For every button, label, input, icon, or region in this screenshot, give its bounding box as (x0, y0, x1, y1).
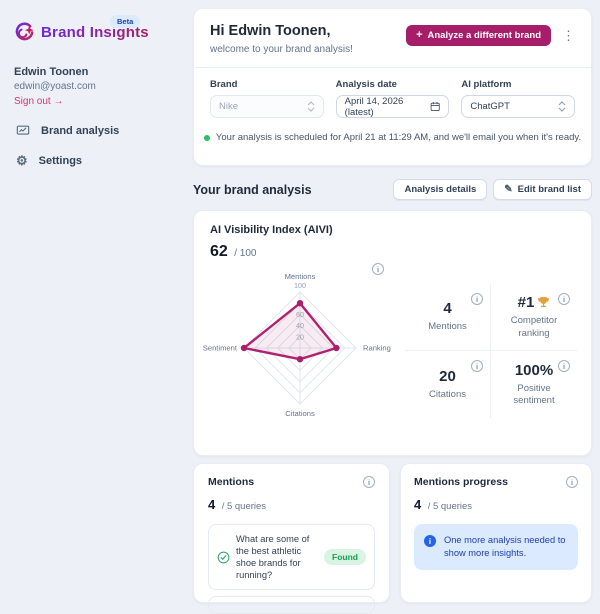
stat-competitor-ranking: i #1 Competitor ranking (491, 284, 577, 351)
date-field-label: Analysis date (335, 79, 397, 90)
aivi-score: 62 / 100 (210, 243, 257, 260)
header-divider (194, 67, 591, 68)
brand-field-label: Brand (210, 79, 238, 90)
schedule-status-text: Your analysis is scheduled for April 21 … (215, 132, 582, 143)
chart-board-icon (16, 125, 30, 135)
header-card: Hi Edwin Toonen, welcome to your brand a… (193, 8, 592, 166)
info-icon[interactable]: i (471, 360, 483, 372)
gear-icon: ⚙ (16, 153, 28, 168)
info-filled-icon: i (424, 535, 436, 547)
brand-select[interactable]: Nike (210, 95, 324, 118)
mentions-count: 4 / 5 queries (208, 497, 267, 512)
analyze-different-brand-button[interactable]: + Analyze a different brand (406, 25, 551, 46)
stat-mentions: i 4 Mentions (405, 284, 491, 351)
analysis-details-button[interactable]: Analysis details (393, 179, 488, 200)
pencil-icon: ✎ (504, 183, 513, 195)
user-name: Edwin Toonen (14, 66, 89, 78)
info-icon[interactable]: i (363, 476, 375, 488)
app-title: Brand Insights (41, 24, 149, 41)
svg-text:Sentiment: Sentiment (203, 344, 238, 353)
edit-brand-list-button[interactable]: ✎ Edit brand list (493, 179, 592, 200)
schedule-status: Your analysis is scheduled for April 21 … (194, 132, 591, 143)
sidebar-item-label: Settings (38, 154, 83, 167)
svg-text:Ranking: Ranking (363, 344, 391, 353)
plus-icon: + (416, 29, 423, 41)
svg-text:40: 40 (296, 321, 304, 330)
page-title: Hi Edwin Toonen, (210, 23, 331, 39)
sidebar-nav: Brand analysis ⚙ Settings (14, 118, 174, 177)
select-stepper-icon (558, 101, 566, 112)
mentions-progress-title: Mentions progress (414, 476, 508, 488)
kebab-menu-icon[interactable]: ⋮ (562, 27, 575, 43)
page-subtitle: welcome to your brand analysis! (210, 44, 353, 55)
sidebar-item-label: Brand analysis (41, 125, 120, 137)
mentions-card-title: Mentions (208, 476, 255, 488)
info-icon[interactable]: i (471, 293, 483, 305)
info-icon[interactable]: i (558, 360, 570, 372)
mentions-progress-card: Mentions progress i 4 / 5 queries i One … (400, 463, 592, 603)
insights-notice-text: One more analysis needed to show more in… (444, 535, 566, 559)
calendar-icon (430, 102, 440, 112)
brand-insights-logo-icon (15, 22, 34, 41)
user-block: Edwin Toonen edwin@yoast.com Sign out → (14, 66, 96, 107)
signout-link[interactable]: Sign out → (14, 96, 64, 107)
aivi-stats-grid: i 4 Mentions i #1 Competitor ranking i 2… (405, 284, 577, 418)
info-icon[interactable]: i (558, 293, 570, 305)
query-list-item[interactable]: What are some of the best athletic shoe … (208, 524, 375, 591)
green-status-dot (203, 134, 210, 141)
app-logo: Brand Insights Beta (13, 15, 149, 44)
mentions-card: Mentions i 4 / 5 queries What are some o… (193, 463, 390, 614)
aivi-chart-info-icon[interactable]: i (372, 263, 384, 275)
mentions-progress-count: 4 / 5 queries (414, 497, 473, 512)
found-badge: Found (324, 549, 366, 566)
stat-positive-sentiment: i 100% Positive sentiment (491, 351, 577, 418)
sidebar-item-brand-analysis[interactable]: Brand analysis (14, 118, 174, 144)
insights-notice: i One more analysis needed to show more … (414, 524, 578, 571)
greeting-block: Hi Edwin Toonen, welcome to your brand a… (210, 23, 353, 55)
user-email: edwin@yoast.com (14, 81, 96, 92)
beta-badge: Beta (110, 15, 141, 28)
aivi-card: AI Visibility Index (AIVI) 62 / 100 i 20… (193, 210, 592, 456)
svg-text:Mentions: Mentions (285, 273, 316, 281)
sidebar-item-settings[interactable]: ⚙ Settings (14, 148, 174, 173)
svg-text:Citations: Citations (285, 409, 315, 418)
platform-field-label: AI platform (461, 79, 512, 90)
aivi-title: AI Visibility Index (AIVI) (210, 224, 333, 236)
stat-citations: i 20 Citations (405, 351, 491, 418)
analysis-date-input[interactable]: April 14, 2026 (latest) (335, 95, 450, 118)
svg-text:20: 20 (296, 332, 304, 341)
select-stepper-icon (307, 101, 315, 112)
svg-text:60: 60 (296, 310, 304, 319)
svg-text:100: 100 (294, 281, 306, 290)
ai-platform-select[interactable]: ChatGPT (461, 95, 576, 118)
info-icon[interactable]: i (566, 476, 578, 488)
query-text: What are some of the best athletic shoe … (236, 534, 310, 581)
query-list-item-partial[interactable] (208, 596, 375, 614)
check-circle-icon (217, 551, 230, 564)
trophy-icon (538, 297, 550, 308)
section-title: Your brand analysis (193, 182, 312, 197)
